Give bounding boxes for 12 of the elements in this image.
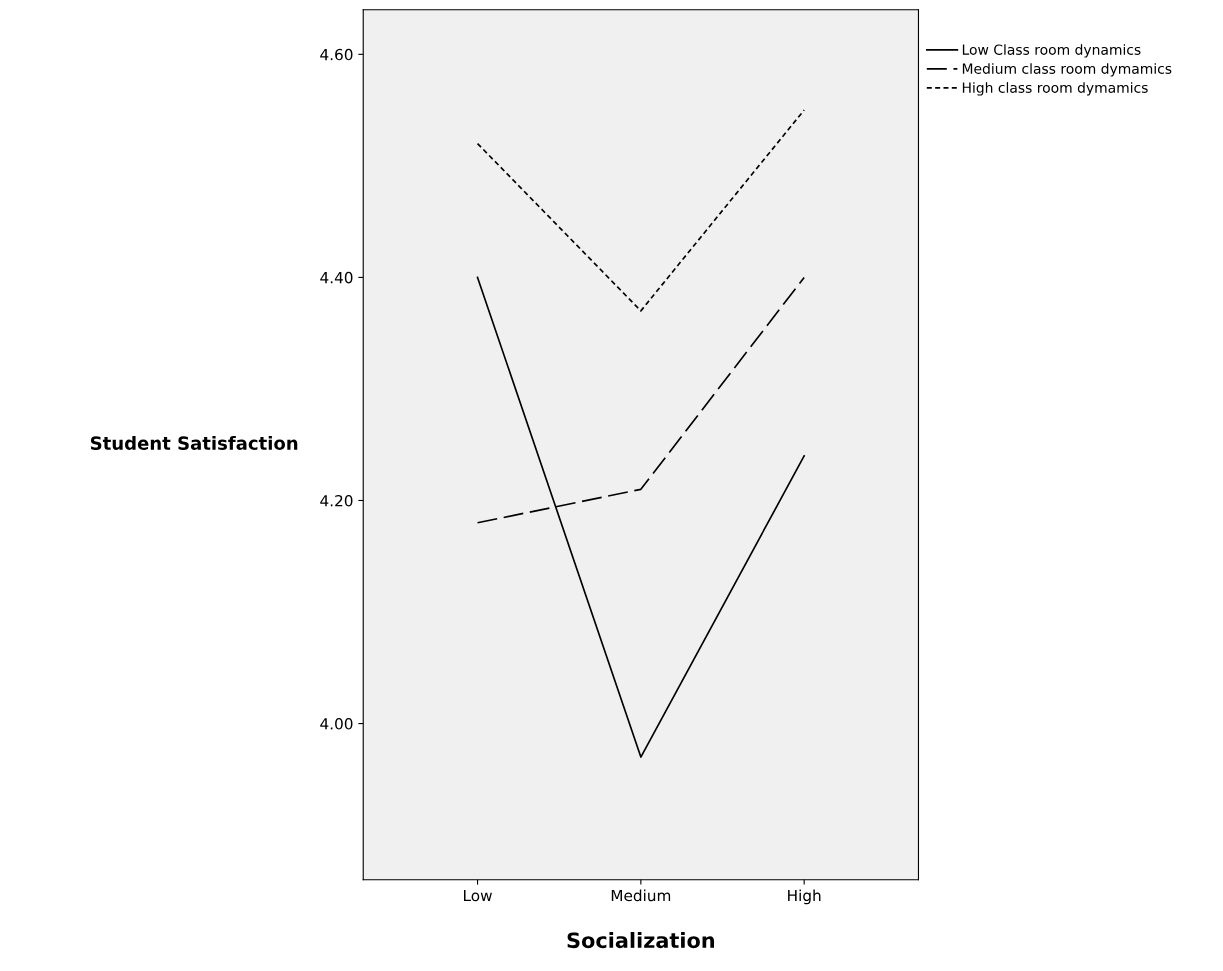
y-axis-title: Student Satisfaction <box>90 435 298 450</box>
y-tick-label: 4.00 <box>320 718 353 730</box>
y-tick-label: 4.60 <box>320 48 353 61</box>
legend-label: Medium class room dymamics <box>962 63 1172 77</box>
x-axis-title: Socialization <box>567 932 715 949</box>
y-tick-label: 4.40 <box>320 271 353 284</box>
legend-label: High class room dymamics <box>962 82 1148 96</box>
x-tick-label: Medium <box>611 889 671 902</box>
y-tick-label: 4.20 <box>320 494 353 507</box>
legend-label: Low Class room dynamics <box>962 44 1141 58</box>
x-tick-label: Low <box>464 889 492 902</box>
x-tick-label: High <box>788 889 821 905</box>
